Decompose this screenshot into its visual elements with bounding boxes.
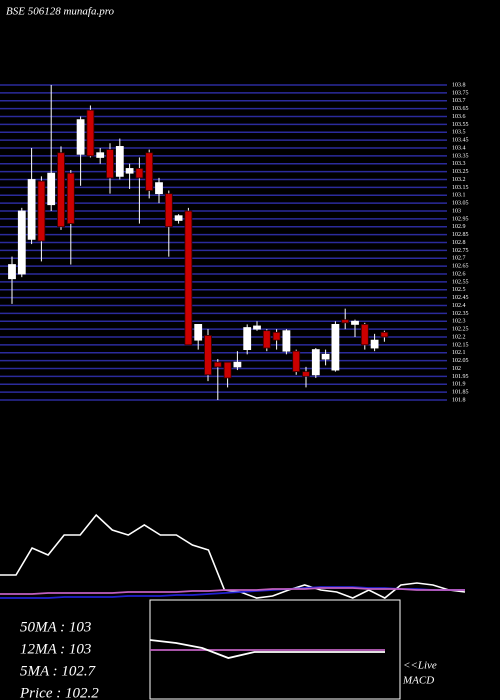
indicator-line xyxy=(0,513,466,599)
candle-body xyxy=(360,323,369,346)
y-tick-label: 102.75 xyxy=(452,248,469,254)
y-tick-label: 103.15 xyxy=(452,185,469,191)
y-tick-label: 101.9 xyxy=(452,382,466,388)
y-tick-label: 102.55 xyxy=(452,279,469,285)
candle-body xyxy=(174,215,183,221)
panel-label: <<Live xyxy=(403,660,437,672)
candle-body xyxy=(302,371,310,377)
y-tick-label: 103.8 xyxy=(452,82,466,88)
y-tick-label: 103 xyxy=(452,208,461,214)
candle-body xyxy=(155,182,163,195)
y-tick-label: 102.15 xyxy=(452,342,469,348)
y-tick-label: 102.4 xyxy=(452,303,466,309)
candle-body xyxy=(125,168,134,174)
candle-body xyxy=(253,325,261,330)
y-tick-label: 102.8 xyxy=(452,240,466,246)
indicator-line xyxy=(149,639,385,659)
y-tick-label: 101.8 xyxy=(452,397,466,403)
y-tick-label: 103.75 xyxy=(452,90,469,96)
y-tick-label: 103.6 xyxy=(452,114,466,120)
indicator-label: 5MA : 102.7 xyxy=(20,663,97,679)
indicator-label: 50MA : 103 xyxy=(20,619,91,635)
y-tick-label: 102.1 xyxy=(452,350,466,356)
candle-body xyxy=(47,172,56,206)
y-tick-label: 102.3 xyxy=(452,319,466,325)
y-tick-label: 103.35 xyxy=(452,153,469,159)
candle-body xyxy=(106,149,114,179)
y-tick-label: 103.45 xyxy=(452,138,469,144)
candle-body xyxy=(321,353,330,360)
y-tick-label: 103.2 xyxy=(452,177,466,183)
y-tick-label: 103.7 xyxy=(452,98,466,104)
y-tick-label: 103.65 xyxy=(452,106,469,112)
y-tick-label: 102.95 xyxy=(452,216,469,222)
chart-title: BSE 506128 munafa.pro xyxy=(6,6,115,18)
y-tick-label: 101.95 xyxy=(452,374,469,380)
indicator-label: Price : 102.2 xyxy=(19,685,99,700)
candle-body xyxy=(331,323,340,371)
candle-body xyxy=(96,152,105,158)
y-tick-label: 103.5 xyxy=(452,130,466,136)
candle-body xyxy=(86,109,95,157)
y-tick-label: 101.85 xyxy=(452,390,469,396)
candle-body xyxy=(341,319,350,324)
candle-body xyxy=(292,350,301,373)
y-tick-label: 102.25 xyxy=(452,327,469,333)
candle-body xyxy=(37,180,46,242)
candle-body xyxy=(272,331,281,341)
candle-body xyxy=(145,152,154,191)
candle-body xyxy=(243,327,252,350)
indicator-label: 12MA : 103 xyxy=(20,641,91,657)
candle-body xyxy=(311,349,320,376)
y-tick-label: 102.5 xyxy=(452,287,466,293)
candle-body xyxy=(57,152,65,228)
candle-body xyxy=(8,264,16,280)
candle-body xyxy=(76,119,85,155)
y-tick-label: 102.65 xyxy=(452,264,469,270)
candle-body xyxy=(184,210,193,346)
candle-body xyxy=(17,210,26,275)
indicator-line xyxy=(0,587,465,595)
candle-body xyxy=(66,172,75,224)
candle-body xyxy=(204,335,212,376)
y-tick-label: 102.35 xyxy=(452,311,469,317)
candle-body xyxy=(194,323,203,341)
candle-body xyxy=(213,361,222,368)
y-tick-label: 102.2 xyxy=(452,334,466,340)
y-tick-label: 103.3 xyxy=(452,161,466,167)
y-tick-label: 102.9 xyxy=(452,224,466,230)
candle-body xyxy=(27,179,36,240)
candle-body xyxy=(282,330,291,352)
y-tick-label: 103.25 xyxy=(452,169,469,175)
y-tick-label: 103.4 xyxy=(452,145,466,151)
y-tick-label: 103.55 xyxy=(452,122,469,128)
y-tick-label: 102.85 xyxy=(452,232,469,238)
candle-body xyxy=(380,331,389,338)
panel-label: MACD xyxy=(402,675,434,687)
y-tick-label: 103.05 xyxy=(452,201,469,207)
candle-body xyxy=(370,339,379,349)
y-tick-label: 102.05 xyxy=(452,358,469,364)
y-tick-label: 102.7 xyxy=(452,256,466,262)
y-tick-label: 102.45 xyxy=(452,295,469,301)
y-tick-label: 102 xyxy=(452,366,461,372)
candle-body xyxy=(135,168,144,179)
candle-body xyxy=(233,361,242,368)
y-tick-label: 102.6 xyxy=(452,271,466,277)
candle-body xyxy=(262,330,271,349)
candle-body xyxy=(164,193,173,228)
candle-body xyxy=(223,361,232,379)
y-tick-label: 103.1 xyxy=(452,193,466,199)
candle-body xyxy=(351,320,359,325)
candle-body xyxy=(115,146,124,177)
